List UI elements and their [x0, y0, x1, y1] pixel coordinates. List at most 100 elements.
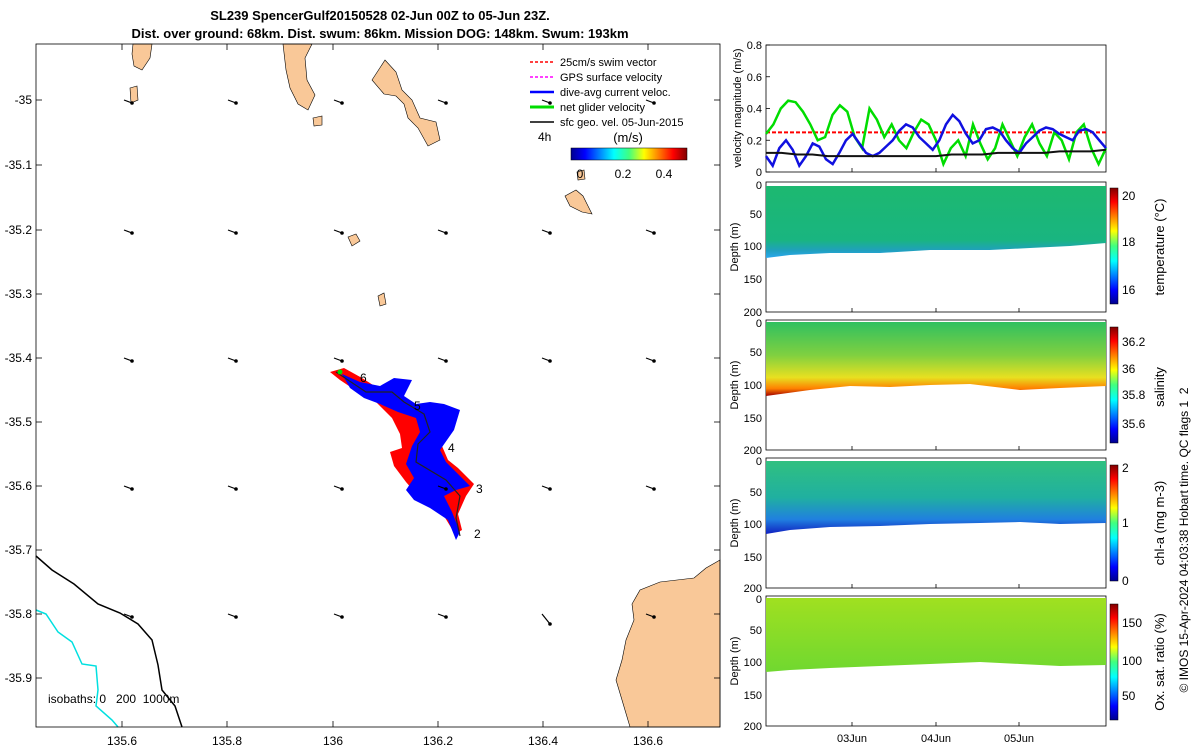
surface-velocity-arrowhead [652, 101, 656, 105]
oxsat-cbar-tick: 50 [1122, 689, 1136, 703]
surface-velocity-arrowhead [130, 101, 134, 105]
legend-dive-avg: dive-avg current veloc. [530, 87, 671, 99]
legend-gps-velocity: GPS surface velocity [530, 72, 663, 84]
side-charts: 0 0.2 0.4 0.6 0.8 velocity magnitude (m/s) 1… [730, 40, 1191, 745]
chla-colorbar [1109, 464, 1119, 582]
map-ticks [36, 44, 720, 727]
chla-cbar-tick: 1 [1122, 516, 1129, 530]
legend-swim-vector: 25cm/s swim vector [530, 57, 657, 69]
legend-label: dive-avg current veloc. [560, 87, 671, 99]
chla-cbar-tick: 2 [1122, 461, 1129, 475]
surface-velocity-arrowhead [652, 487, 656, 491]
lat-label: -35.9 [5, 671, 33, 685]
day-markers: 2 3 4 5 6 [360, 371, 483, 541]
lat-label: -35.8 [5, 607, 33, 621]
surface-velocity-arrowhead [652, 615, 656, 619]
islet-1 [312, 115, 323, 127]
lat-label: -35 [15, 93, 33, 107]
lon-label: 136.4 [528, 734, 558, 748]
depth-tick: 50 [750, 625, 762, 637]
depth-tick: 100 [744, 519, 762, 531]
salinity-panel: 35.6 35.8 36 36.2 salinity Depth (m) 0 5… [730, 318, 1167, 457]
temperature-panel: 16 18 20 temperature (°C) Depth (m) 0 50… [730, 180, 1167, 319]
lon-label: 135.6 [107, 734, 137, 748]
surface-velocity-arrowhead [652, 359, 656, 363]
lat-label: -35.3 [5, 287, 33, 301]
surface-velocity-arrowhead [340, 101, 344, 105]
depth-label: Depth (m) [730, 637, 741, 686]
velocity-ytick-label: 0.8 [747, 40, 762, 52]
title-line-2: Dist. over ground: 68km. Dist. swum: 86k… [131, 26, 629, 41]
glider-track [330, 368, 474, 540]
legend-label: GPS surface velocity [560, 72, 663, 84]
depth-label: Depth (m) [730, 499, 741, 548]
depth-tick: 0 [756, 318, 762, 330]
depth-tick: 50 [750, 347, 762, 359]
interval-label: 4h [538, 130, 551, 144]
velocity-ylabel: velocity magnitude (m/s) [732, 48, 744, 167]
title-line-1: SL239 SpencerGulf20150528 02-Jun 00Z to … [210, 8, 550, 23]
salinity-cbar-tick: 36 [1122, 362, 1136, 376]
depth-tick: 0 [756, 180, 762, 192]
surface-velocity-arrowhead [234, 101, 238, 105]
surface-velocity-arrowhead [130, 615, 134, 619]
surface-geo-series [766, 148, 1107, 158]
day-marker-3: 3 [476, 482, 483, 496]
depth-tick: 200 [744, 583, 762, 595]
map-legend: 25cm/s swim vector GPS surface velocity … [530, 57, 684, 145]
colorbar-tick: 0 [577, 167, 584, 181]
lat-label: -35.6 [5, 479, 33, 493]
islet-6 [576, 169, 586, 181]
oxsat-field [766, 598, 1106, 672]
salinity-cbar-tick: 35.8 [1122, 388, 1146, 402]
surface-velocity-arrowhead [444, 487, 448, 491]
salinity-colorbar [1109, 326, 1119, 444]
velocity-axes [765, 44, 1107, 173]
temperature-cbar-tick: 16 [1122, 283, 1136, 297]
velocity-ytick-label: 0.2 [747, 135, 762, 147]
depth-tick: 200 [744, 721, 762, 733]
lon-label: 136.2 [423, 734, 453, 748]
surface-velocity-arrow [541, 613, 551, 625]
lat-label: -35.7 [5, 543, 33, 557]
time-tick: 03Jun [837, 733, 867, 745]
velocity-ytick-label: 0.6 [747, 72, 762, 84]
colorbar-tick: 0.2 [615, 167, 632, 181]
day-marker-4: 4 [448, 441, 455, 455]
dive-avg-patches [342, 374, 470, 540]
lat-label: -35.2 [5, 223, 33, 237]
islet-2 [129, 85, 139, 104]
depth-tick: 50 [750, 487, 762, 499]
depth-tick: 150 [744, 274, 762, 286]
depth-tick: 100 [744, 380, 762, 392]
surface-velocity-arrowhead [444, 359, 448, 363]
islet-4 [377, 292, 387, 307]
isobath-200m [35, 555, 183, 728]
surface-velocity-arrowhead [548, 101, 552, 105]
velocity-timeseries: 0 0.2 0.4 0.6 0.8 velocity magnitude (m/s) [732, 40, 1108, 179]
depth-tick: 100 [744, 657, 762, 669]
oxsat-panel: 50 100 150 Ox. sat. ratio (%) Depth (m) … [730, 594, 1167, 745]
lat-label: -35.5 [5, 415, 33, 429]
temperature-field [766, 186, 1106, 258]
legend-surface-geo: sfc geo. vel. 05-Jun-2015 [530, 117, 684, 129]
surface-velocity-arrowhead [234, 487, 238, 491]
track-start-dot [337, 369, 343, 375]
salinity-cbar-tick: 36.2 [1122, 335, 1146, 349]
oxsat-cbar-tick: 150 [1122, 616, 1142, 630]
surface-velocity-arrowhead [444, 231, 448, 235]
surface-velocity-arrowhead [234, 231, 238, 235]
legend-label: 25cm/s swim vector [560, 57, 657, 69]
depth-tick: 100 [744, 241, 762, 253]
surface-velocity-arrowhead [548, 487, 552, 491]
surface-velocity-arrowhead [652, 231, 656, 235]
time-tick: 05Jun [1004, 733, 1034, 745]
time-tick: 04Jun [921, 733, 951, 745]
land-masses [129, 43, 721, 728]
colorbar-unit: (m/s) [613, 130, 643, 145]
depth-label: Depth (m) [730, 361, 741, 410]
salinity-field [766, 322, 1106, 396]
legend-net-velocity: net glider velocity [530, 102, 645, 114]
lat-label: -35.1 [5, 158, 33, 172]
day-marker-2: 2 [474, 527, 481, 541]
